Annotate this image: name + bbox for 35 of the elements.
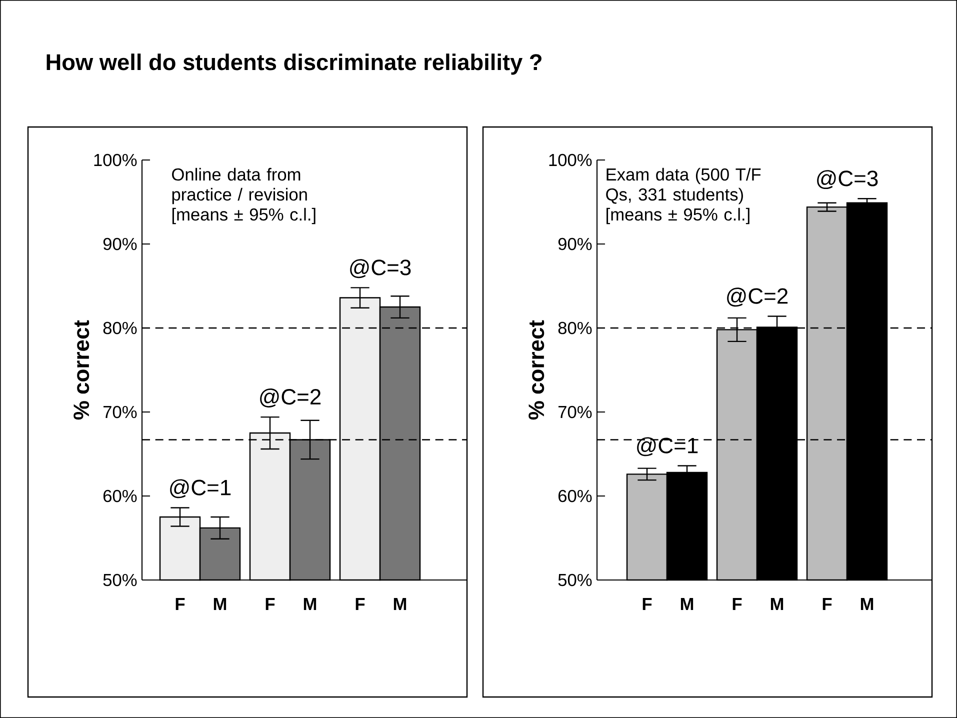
x-tick-label: M	[394, 598, 406, 610]
x-tick-label: F	[266, 598, 275, 610]
x-tick-label: M	[214, 598, 226, 610]
y-tick-label: 70%	[103, 406, 137, 418]
annotation: @C=2	[727, 288, 788, 307]
annotation: Exam data (500 T/F Qs, 331 students) [means ± 95% c.l.]	[606, 168, 761, 224]
y-tick-label: 70%	[558, 406, 592, 418]
y-tick-label: 60%	[558, 490, 592, 502]
x-tick-label: F	[356, 598, 365, 610]
y-axis-title: % correct	[528, 320, 544, 420]
x-tick-label: F	[732, 598, 742, 610]
annotation: @C=3	[350, 259, 411, 278]
y-tick-label: 60%	[103, 490, 137, 502]
annotation: Online data from practice / revision [means ± 95% c.l.]	[172, 168, 316, 224]
y-tick-label: 50%	[558, 574, 592, 586]
x-tick-label: M	[680, 598, 694, 610]
annotation: @C=1	[637, 437, 698, 456]
x-tick-label: M	[860, 598, 874, 610]
annotation: @C=3	[817, 170, 878, 190]
annotation: @C=1	[170, 479, 231, 498]
x-tick-label: F	[176, 598, 185, 610]
y-axis-title: % correct	[74, 320, 90, 420]
y-tick-label: 100%	[94, 154, 137, 166]
y-tick-label: 80%	[103, 322, 137, 334]
y-tick-label: 50%	[103, 574, 137, 586]
y-tick-label: 80%	[558, 322, 592, 334]
x-tick-label: M	[770, 598, 784, 610]
y-tick-label: 90%	[103, 238, 137, 250]
y-tick-label: 100%	[549, 154, 592, 166]
annotation: @C=2	[260, 388, 321, 408]
chart-title: How well do students discriminate reliability ?	[46, 54, 542, 75]
y-tick-label: 90%	[558, 238, 592, 250]
x-tick-label: F	[822, 598, 832, 610]
x-tick-label: M	[304, 598, 316, 610]
x-tick-label: F	[642, 598, 652, 610]
